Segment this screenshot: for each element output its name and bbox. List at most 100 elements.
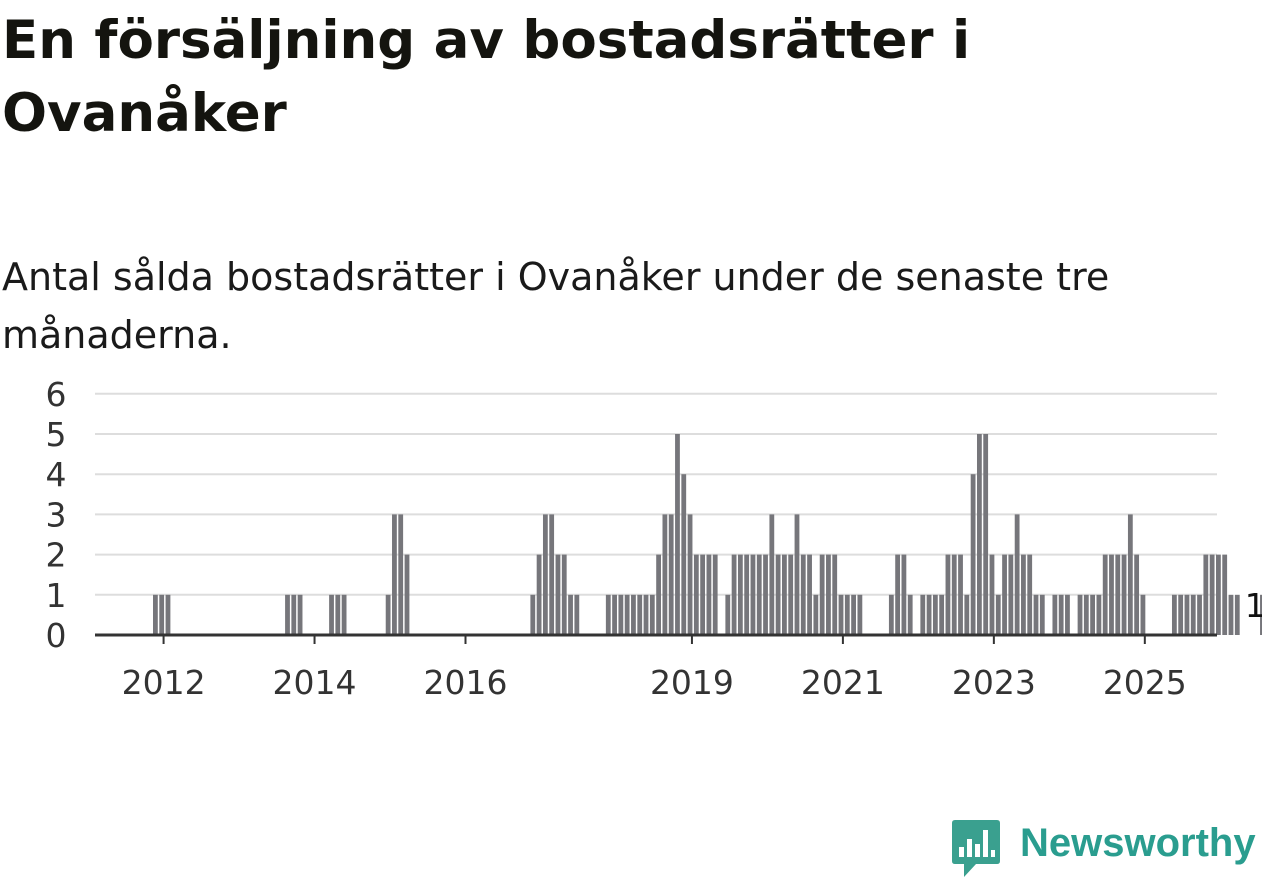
bar	[1178, 594, 1184, 635]
bar	[693, 554, 699, 635]
bar	[1083, 594, 1089, 635]
x-tick-label: 2014	[273, 663, 357, 700]
newsworthy-logo: Newsworthy	[950, 817, 1260, 879]
bar	[782, 554, 787, 635]
bar	[920, 594, 926, 635]
bar	[392, 514, 397, 635]
bar	[1127, 514, 1133, 635]
x-tick-label: 2021	[801, 663, 885, 700]
bar	[1109, 554, 1114, 635]
bar	[662, 514, 668, 635]
bar	[907, 594, 913, 635]
bar	[1115, 554, 1121, 635]
y-tick-label: 1	[46, 576, 67, 615]
bar	[945, 554, 951, 635]
bar	[788, 554, 794, 635]
y-tick-label: 2	[46, 536, 67, 575]
bar	[737, 554, 743, 635]
bar	[1027, 554, 1033, 635]
bar	[731, 554, 737, 635]
bar	[285, 594, 290, 635]
bar	[983, 434, 989, 635]
bar	[542, 514, 548, 635]
bar	[813, 594, 819, 635]
bar	[832, 554, 838, 635]
bar	[643, 594, 649, 635]
bar	[649, 594, 655, 635]
bar	[165, 594, 171, 635]
bar	[970, 474, 976, 635]
bar	[1140, 594, 1146, 635]
bar	[681, 474, 687, 635]
bar	[1077, 594, 1083, 635]
newsworthy-logo-text: Newsworthy	[1020, 821, 1256, 865]
bar	[1014, 514, 1020, 635]
bar	[888, 594, 894, 635]
bar	[605, 594, 611, 635]
bar	[700, 554, 706, 635]
bar	[637, 594, 643, 635]
newsworthy-logo-icon	[952, 820, 1000, 877]
bar	[1065, 594, 1070, 635]
bar	[1052, 594, 1058, 635]
bar	[668, 514, 674, 635]
bar	[995, 594, 1001, 635]
bar	[404, 554, 410, 635]
bar	[1008, 554, 1014, 635]
x-tick-label: 2012	[122, 663, 206, 700]
bar	[159, 594, 165, 635]
y-tick-label: 3	[46, 495, 67, 534]
bar	[153, 594, 158, 635]
bar	[750, 554, 756, 635]
bar	[1209, 554, 1215, 635]
bar	[1203, 554, 1209, 635]
bar	[612, 594, 617, 635]
bar	[744, 554, 750, 635]
bar	[1134, 554, 1140, 635]
chart-title: En försäljning av bostadsrätter i Ovanåk…	[2, 10, 971, 144]
x-tick-label: 2016	[424, 663, 508, 700]
bar	[1039, 594, 1045, 635]
chart-subtitle: Antal sålda bostadsrätter i Ovanåker und…	[2, 255, 1110, 357]
y-tick-label: 0	[46, 616, 67, 655]
bar	[706, 554, 712, 635]
bar	[1102, 554, 1108, 635]
bar	[951, 554, 957, 635]
bar	[1190, 594, 1196, 635]
bar	[536, 554, 542, 635]
bar	[341, 594, 347, 635]
bar	[549, 514, 555, 635]
bar	[1121, 554, 1127, 635]
bar	[1184, 594, 1190, 635]
x-axis-ticks: 2012 2014 2016 2019 2021 2023 2025	[122, 635, 1187, 700]
bar	[775, 554, 781, 635]
bar	[1260, 594, 1262, 635]
bar	[1090, 594, 1096, 635]
grid-lines	[95, 392, 1217, 596]
bar	[687, 514, 693, 635]
bar	[932, 594, 938, 635]
bar	[1197, 594, 1202, 635]
bar	[851, 594, 856, 635]
bar	[568, 594, 573, 635]
bar	[555, 554, 561, 635]
bar	[618, 594, 624, 635]
bar	[926, 594, 932, 635]
x-tick-label: 2025	[1103, 663, 1187, 700]
bar	[826, 554, 831, 635]
bar	[1021, 554, 1026, 635]
bar	[807, 554, 812, 635]
bar	[291, 594, 297, 635]
bar	[335, 594, 341, 635]
bar	[1002, 554, 1007, 635]
bar	[385, 594, 391, 635]
bar	[844, 594, 850, 635]
bar	[964, 594, 970, 635]
y-tick-label: 5	[46, 415, 67, 454]
data-labels: 1	[1245, 586, 1262, 625]
bars	[153, 434, 1262, 635]
bar	[530, 594, 536, 635]
bar	[656, 554, 661, 635]
